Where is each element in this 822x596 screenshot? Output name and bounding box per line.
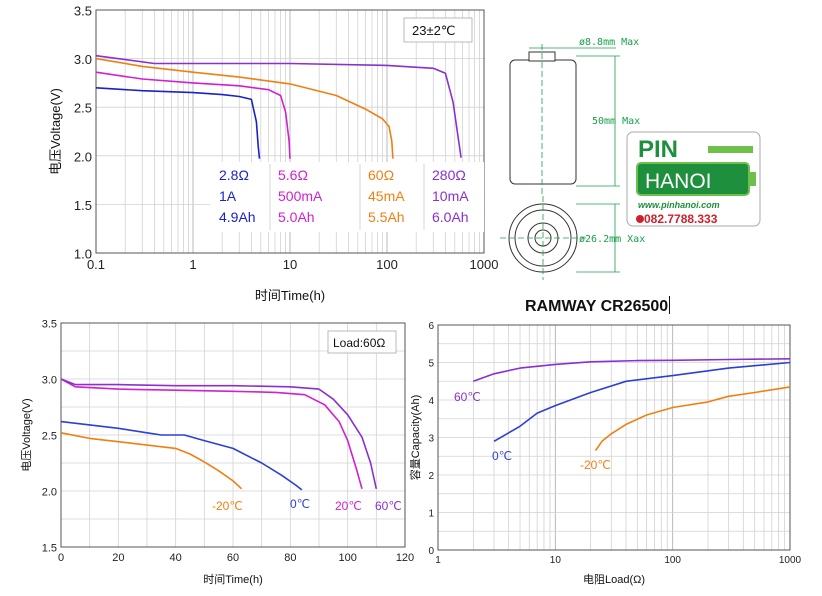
annotation-box <box>327 330 397 354</box>
legend-resistance: 2.8Ω <box>219 167 249 183</box>
y-tick-label: 3 <box>428 434 434 445</box>
series-line <box>95 54 462 158</box>
x-axis-title: 时间Time(h) <box>203 573 262 586</box>
x-tick-label: 1000 <box>470 257 499 272</box>
x-tick-label: 0.1 <box>87 257 105 272</box>
logo-pin-text: PIN <box>638 136 678 163</box>
annotation-temperature: 23±2℃ <box>412 23 455 38</box>
series-line <box>60 378 363 490</box>
dim-label-height: 50mm Max <box>592 116 640 127</box>
legend-current: 500mA <box>278 188 323 204</box>
logo-battery-body <box>636 162 750 196</box>
series-line <box>60 378 378 489</box>
x-tick-label: 10 <box>550 555 562 566</box>
legend-resistance: 60Ω <box>368 167 394 183</box>
y-tick-label: 0 <box>428 546 434 557</box>
plot-border <box>437 324 791 551</box>
legend-bg <box>210 162 484 232</box>
x-tick-label: 20 <box>112 552 124 564</box>
y-tick-label: 1 <box>428 509 434 520</box>
pinhanoi-logo: PIN HANOI www.pinhanoi.com 082.7788.333 <box>626 131 761 227</box>
y-tick-label: 3.5 <box>74 4 92 19</box>
y-tick-label: 5 <box>428 359 434 370</box>
y-tick-label: 3.5 <box>42 319 57 331</box>
x-tick-label: 100 <box>376 257 398 272</box>
series-line <box>95 57 394 159</box>
annotation-load: Load:60Ω <box>333 336 385 350</box>
y-tick-label: 4 <box>428 396 434 407</box>
series-line <box>60 432 243 490</box>
x-tick-label: 10 <box>283 257 297 272</box>
cell-drawing: ø8.8mm Max 50mm Max ø26.2mm Xax <box>500 37 645 280</box>
plot-border <box>60 322 406 548</box>
text-cursor <box>669 296 671 314</box>
x-axis-title: 电阻Load(Ω) <box>583 573 645 586</box>
series-line <box>493 361 791 442</box>
y-tick-label: 2 <box>428 471 434 482</box>
logo-hanoi-text: HANOI <box>645 170 712 193</box>
series-line <box>95 87 261 159</box>
logo-phone: 082.7788.333 <box>644 212 718 226</box>
legend-current: 1A <box>219 188 237 204</box>
legend-resistance: 5.6Ω <box>278 167 308 183</box>
y-tick-label: 1.0 <box>74 247 92 262</box>
y-tick-label: 1.5 <box>74 198 92 213</box>
cell-body <box>509 59 577 185</box>
series-line <box>594 386 791 452</box>
legend-current: 10mA <box>432 188 469 204</box>
y-tick-label: 3.0 <box>74 52 92 67</box>
legend-resistance: 280Ω <box>432 167 466 183</box>
plot-border <box>95 9 485 254</box>
series-label: 0℃ <box>290 497 310 511</box>
y-tick-label: 2.0 <box>74 149 92 164</box>
y-axis-title: 电压Voltage(V) <box>20 398 33 471</box>
y-tick-label: 2.5 <box>42 431 57 443</box>
y-axis-title: 电压Voltage(V) <box>48 88 63 175</box>
chart-discharge-load: 0.1 1 10 100 1000 1.0 1.5 2.0 2.5 3.0 3.5 时间Time(h)… <box>48 4 498 304</box>
x-tick-label: 1 <box>189 257 196 272</box>
annotation-box <box>403 17 473 43</box>
y-axis-title: 容量Capacity(Ah) <box>408 395 422 481</box>
series-label: 60℃ <box>375 499 402 513</box>
logo-battery-tip <box>750 172 756 186</box>
y-tick-label: 3.0 <box>42 375 57 387</box>
logo-top-bar <box>708 146 753 153</box>
series-label: 60℃ <box>454 390 481 404</box>
y-tick-label: 2.0 <box>42 487 57 499</box>
x-axis-title: 时间Time(h) <box>255 288 325 303</box>
y-tick-label: 1.5 <box>42 543 57 555</box>
legend-capacity: 6.0Ah <box>432 209 469 225</box>
series-label: 20℃ <box>335 499 362 513</box>
series-line <box>95 71 291 159</box>
legend-capacity: 4.9Ah <box>219 209 256 225</box>
y-tick-label: 2.5 <box>74 101 92 116</box>
product-title-text: RAMWAY CR26500 <box>525 298 669 315</box>
dim-label-end: ø26.2mm Xax <box>579 234 645 245</box>
dim-label-top: ø8.8mm Max <box>579 37 639 48</box>
x-tick-label: 100 <box>664 555 681 566</box>
legend-capacity: 5.0Ah <box>278 209 315 225</box>
x-tick-label: 1000 <box>779 555 802 566</box>
logo-url: www.pinhanoi.com <box>638 200 720 210</box>
series-label: 0℃ <box>492 449 512 463</box>
x-tick-label: 60 <box>227 552 239 564</box>
legend-capacity: 5.5Ah <box>368 209 405 225</box>
x-tick-label: 0 <box>58 552 64 564</box>
x-tick-label: 1 <box>435 555 441 566</box>
x-tick-label: 80 <box>284 552 296 564</box>
series-label: -20℃ <box>580 458 611 472</box>
x-tick-label: 100 <box>338 552 356 564</box>
chart-capacity-load: 1 10 100 10000123456电阻Load(Ω)容量Capacity(Ah)… <box>408 321 802 586</box>
x-tick-label: 120 <box>396 552 414 564</box>
product-title: RAMWAY CR26500 <box>525 296 671 316</box>
chart-discharge-temperature: 0 20 40 60 80 100 120 1.5 2.0 2.5 3.0 3.5 时间Time(h) 电… <box>20 319 414 587</box>
series-label: -20℃ <box>212 499 243 513</box>
series-line <box>473 358 791 383</box>
series-line <box>60 420 303 491</box>
y-tick-label: 6 <box>428 321 434 332</box>
phone-icon <box>636 215 644 223</box>
legend-current: 45mA <box>368 188 405 204</box>
x-tick-label: 40 <box>170 552 182 564</box>
